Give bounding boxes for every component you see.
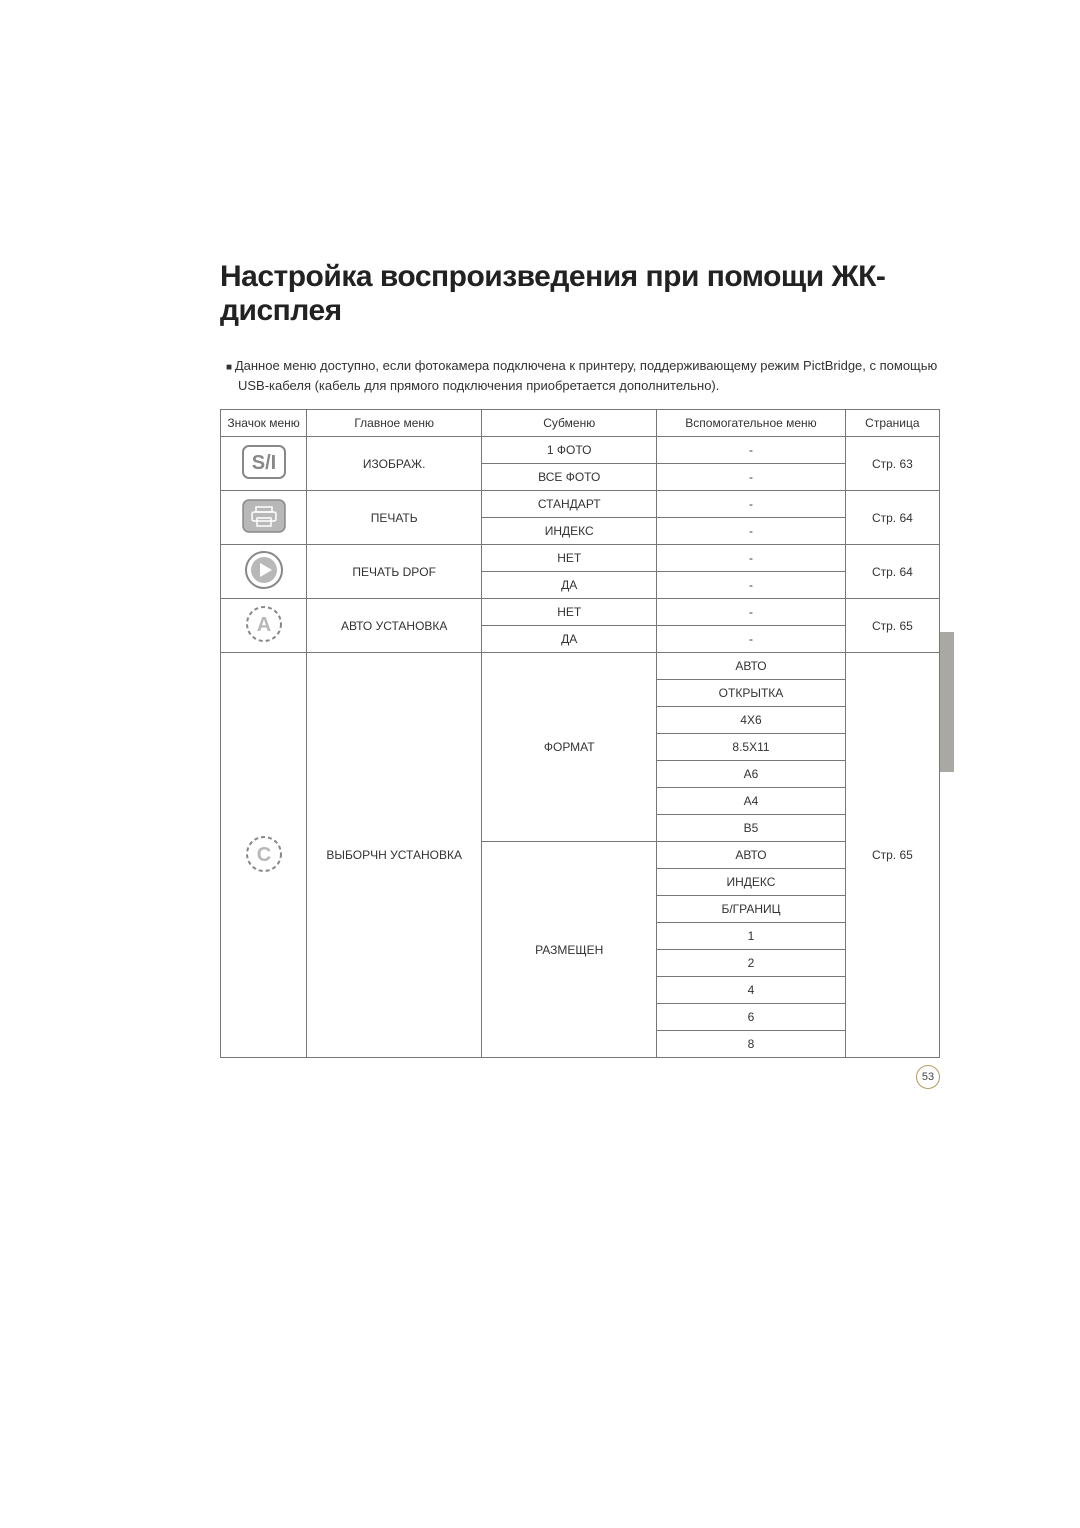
custom-icon: C [244,834,284,874]
table-row: ПЕЧАТЬ СТАНДАРТ - Стр. 64 [221,491,940,518]
cell-sub: ДА [482,572,657,599]
cell-main: ПЕЧАТЬ DPOF [307,545,482,599]
cell-aux: 8.5X11 [657,734,846,761]
page-number: 53 [916,1065,940,1089]
printer-icon [242,499,286,533]
cell-aux: - [657,599,846,626]
svg-text:A: A [256,614,270,636]
cell-sub: НЕТ [482,545,657,572]
cell-aux: A4 [657,788,846,815]
cell-page: Стр. 63 [845,437,939,491]
cell-main: АВТО УСТАНОВКА [307,599,482,653]
auto-icon: A [244,604,284,644]
cell-icon: A [221,599,307,653]
cell-aux: - [657,491,846,518]
th-icon: Значок меню [221,410,307,437]
page-title: Настройка воспроизведения при помощи ЖК-… [220,260,940,328]
intro-text: Данное меню доступно, если фотокамера по… [232,356,940,395]
svg-text:S/I: S/I [251,452,275,474]
table-row: S/I ИЗОБРАЖ. 1 ФОТО - Стр. 63 [221,437,940,464]
table-header-row: Значок меню Главное меню Субменю Вспомог… [221,410,940,437]
cell-icon: C [221,653,307,1058]
cell-sub: СТАНДАРТ [482,491,657,518]
table-row: C ВЫБОРЧН УСТАНОВКАФОРМАТАВТОСтр. 65 [221,653,940,680]
cell-icon: S/I [221,437,307,491]
cell-main: ВЫБОРЧН УСТАНОВКА [307,653,482,1058]
cell-page: Стр. 64 [845,545,939,599]
cell-aux: B5 [657,815,846,842]
cell-aux: ОТКРЫТКА [657,680,846,707]
cell-sub: ФОРМАТ [482,653,657,842]
cell-aux: - [657,518,846,545]
s-i-icon: S/I [242,445,286,479]
cell-aux: 1 [657,923,846,950]
cell-aux: Б/ГРАНИЦ [657,896,846,923]
cell-aux: 8 [657,1031,846,1058]
page-content: Настройка воспроизведения при помощи ЖК-… [0,0,1080,1058]
cell-aux: ИНДЕКС [657,869,846,896]
cell-aux: 4X6 [657,707,846,734]
cell-aux: АВТО [657,653,846,680]
cell-page: Стр. 65 [845,599,939,653]
cell-sub: 1 ФОТО [482,437,657,464]
cell-sub: ВСЕ ФОТО [482,464,657,491]
cell-aux: - [657,437,846,464]
cell-icon [221,545,307,599]
cell-aux: A6 [657,761,846,788]
table-body: S/I ИЗОБРАЖ. 1 ФОТО - Стр. 63 ВСЕ ФОТО -… [221,437,940,1058]
cell-aux: АВТО [657,842,846,869]
cell-icon [221,491,307,545]
th-aux: Вспомогательное меню [657,410,846,437]
table-row: A АВТО УСТАНОВКА НЕТ - Стр. 65 [221,599,940,626]
cell-aux: 2 [657,950,846,977]
cell-aux: - [657,572,846,599]
cell-sub: НЕТ [482,599,657,626]
th-main: Главное меню [307,410,482,437]
cell-aux: 4 [657,977,846,1004]
svg-text:C: C [256,844,270,866]
table-row: ПЕЧАТЬ DPOF НЕТ - Стр. 64 [221,545,940,572]
menu-table: Значок меню Главное меню Субменю Вспомог… [220,409,940,1058]
cell-page: Стр. 64 [845,491,939,545]
cell-sub: РАЗМЕЩЕН [482,842,657,1058]
cell-aux: 6 [657,1004,846,1031]
cell-aux: - [657,545,846,572]
cell-sub: ДА [482,626,657,653]
th-sub: Субменю [482,410,657,437]
play-icon [244,550,284,590]
th-page: Страница [845,410,939,437]
cell-aux: - [657,626,846,653]
side-tab [940,632,954,772]
cell-page: Стр. 65 [845,653,939,1058]
cell-main: ПЕЧАТЬ [307,491,482,545]
cell-sub: ИНДЕКС [482,518,657,545]
cell-aux: - [657,464,846,491]
cell-main: ИЗОБРАЖ. [307,437,482,491]
